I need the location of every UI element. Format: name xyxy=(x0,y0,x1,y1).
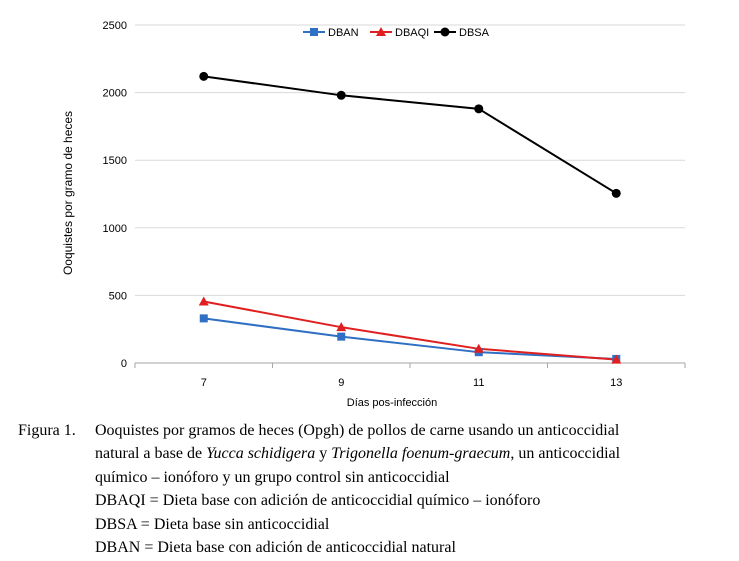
x-tick-label: 11 xyxy=(473,377,484,389)
legend: DBAN DBAQI DBSA xyxy=(303,27,490,39)
y-tick-label: 1500 xyxy=(103,155,127,167)
caption-text: y xyxy=(315,445,332,463)
series-line-dban xyxy=(203,317,617,360)
caption-figure-label: Figura 1. xyxy=(18,422,76,439)
legend-label-dban: DBAN xyxy=(328,27,359,39)
caption-species-2: Trigonella foenum-graecum xyxy=(331,445,511,463)
data-point-dbaqi xyxy=(611,354,622,364)
y-tick-label: 1000 xyxy=(103,223,127,235)
x-tick-label: 9 xyxy=(338,377,344,389)
series-line-dbsa xyxy=(203,75,617,195)
series-line-dbaqi xyxy=(203,300,617,361)
data-point-dbsa xyxy=(474,104,484,114)
x-tick-label: 13 xyxy=(610,377,622,389)
data-point-dbaqi xyxy=(473,343,484,353)
data-point-dbsa xyxy=(199,71,209,81)
axes xyxy=(134,362,686,368)
y-tick-label: 2500 xyxy=(103,20,127,32)
x-axis-ticks: 7 9 11 13 xyxy=(201,377,623,389)
legend-marker-dbaqi xyxy=(376,27,386,36)
data-point-dban xyxy=(337,332,346,341)
caption-legend-dbsa: DBSA = Dieta base sin anticoccidial xyxy=(95,515,330,533)
series-markers xyxy=(198,71,622,364)
data-point-dbaqi xyxy=(336,322,347,332)
data-point-dban xyxy=(199,314,208,323)
y-axis-ticks: 0 500 1000 1500 2000 2500 xyxy=(103,20,127,370)
caption-body: Ooquistes por gramos de heces (Opgh) de … xyxy=(95,419,730,559)
data-point-dbsa xyxy=(336,90,346,100)
y-tick-label: 0 xyxy=(121,358,127,370)
caption-line-3: químico – ionóforo y un grupo control si… xyxy=(95,468,450,486)
caption-legend-dban: DBAN = Dieta base con adición de anticoc… xyxy=(95,539,456,557)
caption-legend-dbaqi: DBAQI = Dieta base con adición de antico… xyxy=(95,492,541,510)
y-tick-label: 2000 xyxy=(103,88,127,100)
caption-text: , un anticoccidial xyxy=(510,445,621,463)
x-axis-label: Días pos-infección xyxy=(347,397,438,409)
caption-line-1: Ooquistes por gramos de heces (Opgh) de … xyxy=(95,422,620,439)
y-axis-label: Ooquistes por gramo de heces xyxy=(61,111,75,275)
legend-marker-dban xyxy=(310,28,318,36)
line-chart: 0 500 1000 1500 2000 2500 7 9 11 13 DBAN DBAQI DBS… xyxy=(61,20,686,409)
legend-label-dbsa: DBSA xyxy=(459,27,490,39)
data-point-dbsa xyxy=(611,188,621,198)
caption-line-2: natural a base de Yucca schidigera y Tri… xyxy=(95,442,730,465)
y-tick-label: 500 xyxy=(109,290,127,302)
data-point-dbaqi xyxy=(198,296,209,306)
gridlines xyxy=(135,24,685,296)
legend-marker-dbsa xyxy=(440,27,450,37)
caption-species-1: Yucca schidigera xyxy=(206,445,316,463)
x-tick-label: 7 xyxy=(201,377,207,389)
caption-text: natural a base de xyxy=(95,445,207,463)
legend-label-dbaqi: DBAQI xyxy=(395,27,429,39)
series-lines xyxy=(203,75,617,361)
